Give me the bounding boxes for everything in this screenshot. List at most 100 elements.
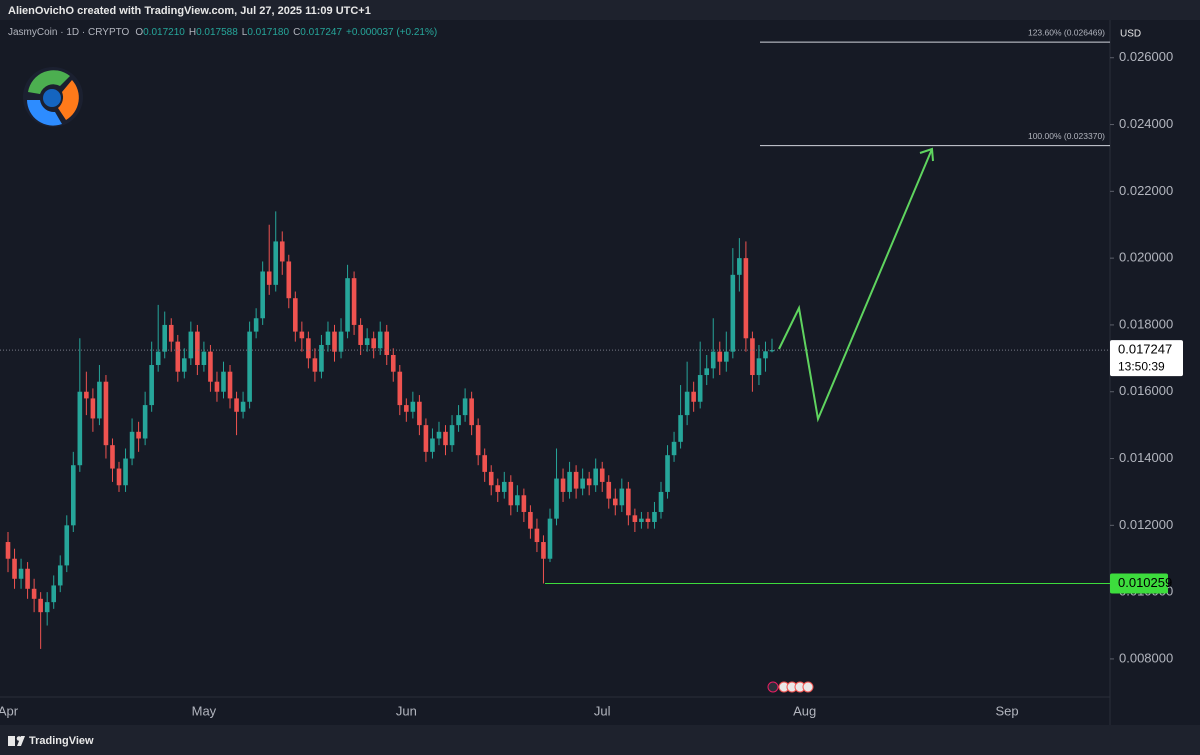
candle-body	[71, 465, 76, 526]
candle-body	[51, 585, 57, 603]
candle-body	[645, 518, 651, 522]
candle-body	[652, 511, 657, 522]
candle-body	[397, 371, 403, 406]
candle-body	[430, 438, 435, 452]
candle-body	[188, 331, 194, 359]
symbol-logo	[23, 67, 83, 127]
ohlc-key: O	[135, 27, 143, 38]
candle-body	[38, 598, 43, 613]
candle-body	[234, 398, 239, 412]
candle-body	[730, 274, 736, 352]
candle-body	[12, 558, 17, 579]
candle-body	[449, 425, 455, 446]
candle-body	[5, 542, 11, 559]
last-price-box	[1110, 340, 1183, 377]
candle-body	[390, 354, 396, 372]
candle-body	[423, 425, 429, 452]
candle-body	[443, 431, 448, 446]
y-tick-label: 0.008000	[1119, 650, 1173, 665]
candle-body	[626, 488, 631, 516]
candle-body	[266, 271, 272, 285]
candle-body	[567, 471, 572, 492]
level-label: 123.60% (0.026469)	[1028, 27, 1105, 37]
event-icons	[767, 681, 814, 693]
candle-body	[227, 371, 233, 399]
candle-body	[221, 371, 226, 392]
candle-body	[149, 365, 154, 406]
brand-logo	[8, 736, 25, 746]
candle-body	[462, 398, 468, 416]
candle-body	[521, 495, 527, 512]
support-box	[1110, 573, 1168, 594]
y-tick-label: 0.022000	[1119, 183, 1173, 198]
candle-body	[554, 478, 559, 519]
level-label: 100.00% (0.023370)	[1028, 131, 1105, 141]
candle-body	[475, 425, 481, 456]
candle-body	[417, 401, 422, 426]
candle-body	[260, 271, 265, 319]
candle-body	[31, 588, 37, 599]
candle-body	[240, 401, 246, 412]
candle-body	[697, 375, 703, 402]
candle-body	[345, 278, 350, 332]
candle-body	[691, 391, 696, 402]
candle-body	[155, 351, 161, 366]
x-tick-label: May	[192, 703, 217, 718]
candle-body	[110, 445, 115, 469]
candle-body	[763, 351, 768, 359]
candle-body	[90, 398, 96, 419]
candle-body	[279, 241, 285, 262]
candle-body	[214, 381, 220, 392]
candle-body	[77, 391, 83, 466]
candle-body	[195, 331, 200, 366]
candle-body	[769, 350, 775, 352]
candle-body	[136, 431, 141, 439]
candle-body	[599, 468, 605, 482]
currency: USD	[1120, 29, 1141, 40]
brand-text: TradingView	[29, 735, 94, 747]
x-tick-label: Jun	[396, 703, 417, 718]
candle-body	[123, 458, 128, 486]
candle-body	[404, 405, 409, 412]
candle-body	[456, 415, 461, 426]
candle-body	[606, 481, 612, 499]
support-label: 0.010259	[1118, 575, 1172, 590]
candle-body	[710, 351, 716, 369]
candle-body	[704, 368, 710, 376]
candle-body	[377, 331, 383, 349]
y-tick-label: 0.012000	[1119, 517, 1173, 532]
candle-body	[658, 491, 664, 512]
candle-body	[384, 331, 390, 355]
ohlc-key: H	[189, 27, 196, 38]
candle-body	[684, 391, 690, 416]
candle-body	[528, 511, 533, 529]
ohlc-value: 0.017588	[196, 27, 238, 38]
candle-body	[25, 568, 30, 589]
y-tick-label: 0.018000	[1119, 316, 1173, 331]
candle-body	[358, 324, 363, 345]
x-tick-label: Sep	[996, 703, 1019, 718]
currency-box	[1114, 25, 1144, 43]
x-tick-label: Aug	[793, 703, 816, 718]
candle-body	[201, 351, 207, 366]
candle-body	[547, 518, 553, 559]
candle-body	[182, 358, 187, 372]
candle-body	[312, 358, 318, 372]
candle-body	[665, 455, 670, 492]
candle-body	[247, 331, 252, 402]
candle-body	[639, 518, 644, 522]
candle-body	[253, 318, 259, 332]
ohlc-key: L	[242, 27, 248, 38]
candle-body	[612, 498, 618, 506]
candle-body	[508, 481, 514, 506]
candle-body	[162, 324, 168, 352]
ohlc-value: 0.017210	[143, 27, 185, 38]
ohlc-key: C	[293, 27, 300, 38]
ohlc-value: 0.017180	[247, 27, 289, 38]
footer-bar	[0, 725, 1200, 755]
change: +0.000037 (+0.21%)	[346, 27, 437, 38]
candle-body	[756, 358, 762, 376]
candle-body	[469, 398, 474, 426]
